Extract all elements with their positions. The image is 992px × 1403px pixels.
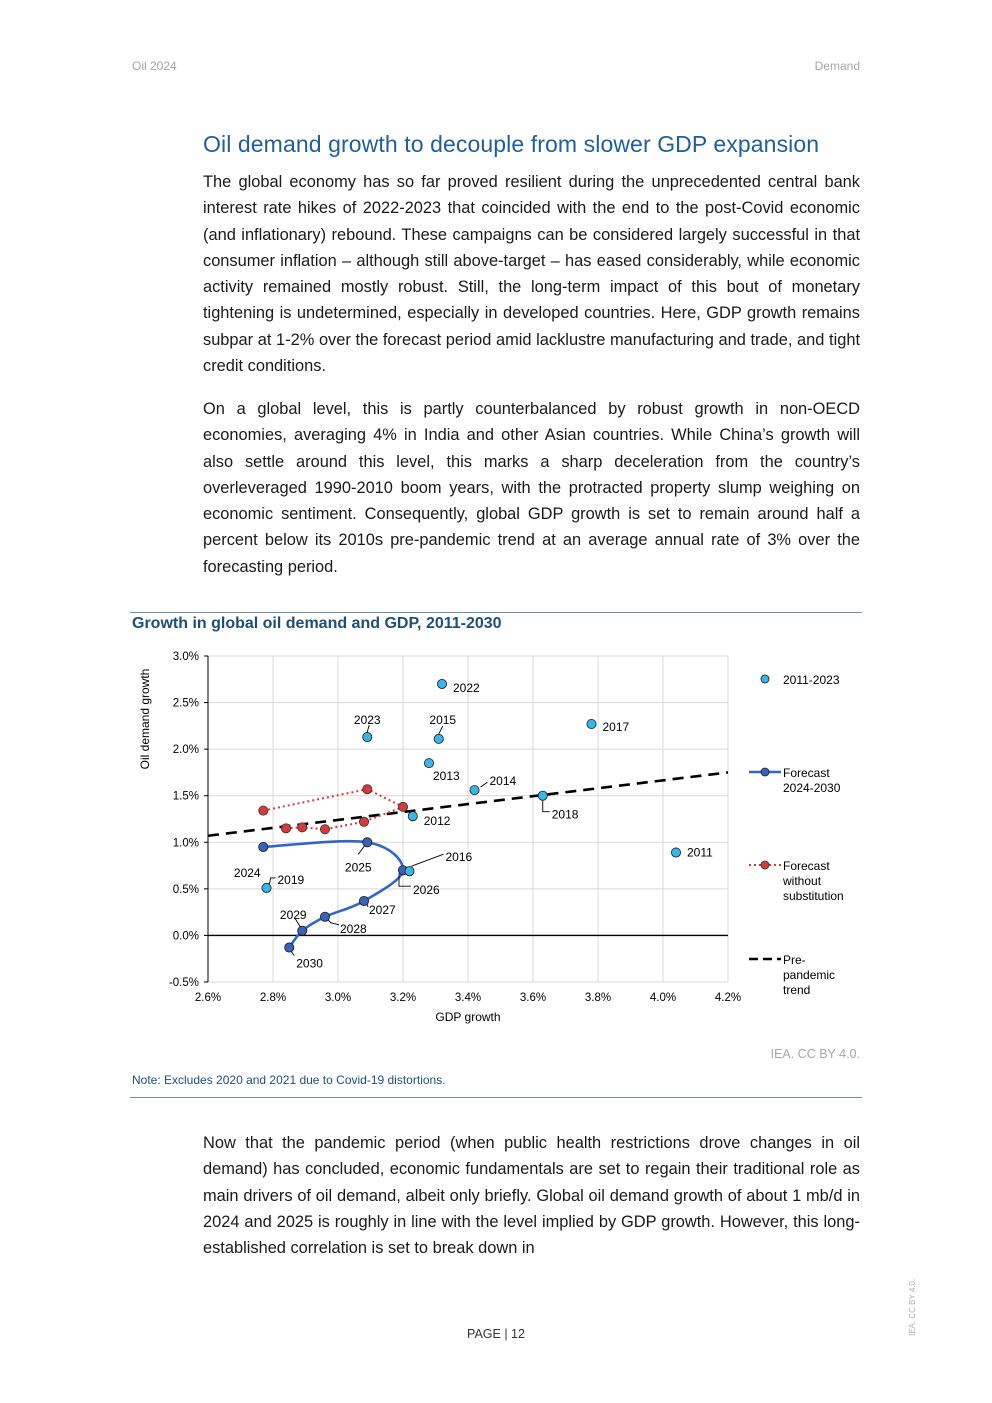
- x-tick-label: 3.4%: [455, 992, 481, 1004]
- point-label: 2015: [429, 713, 456, 727]
- legend-no-substitution-marker: [760, 860, 770, 870]
- forecast-point: [258, 841, 269, 852]
- x-tick-label: 3.8%: [585, 992, 611, 1004]
- figure-title: Growth in global oil demand and GDP, 201…: [132, 615, 502, 632]
- legend-historical-marker: [760, 674, 770, 684]
- no-substitution-point: [258, 805, 269, 816]
- legend-label: Pre-pandemic trend: [783, 953, 835, 997]
- side-license: IEA. CC BY 4.0.: [908, 1278, 917, 1336]
- figure-note: Note: Excludes 2020 and 2021 due to Covi…: [132, 1073, 446, 1087]
- legend-label: 2011-2023: [783, 673, 840, 687]
- point-label-leader: [269, 877, 276, 884]
- y-tick-label: 1.0%: [173, 837, 199, 849]
- point-label: 2030: [296, 957, 323, 971]
- legend-forecast-marker: [760, 767, 770, 777]
- historical-point: [537, 790, 548, 801]
- point-label: 2016: [446, 850, 473, 864]
- running-header-right: Demand: [814, 59, 860, 73]
- running-header-left: Oil 2024: [132, 59, 177, 73]
- y-tick-label: -0.5%: [169, 977, 199, 989]
- no-substitution-point: [397, 801, 408, 812]
- point-label-leader: [366, 724, 370, 733]
- x-tick-label: 3.0%: [325, 992, 351, 1004]
- point-label-leader: [294, 918, 301, 928]
- point-label: 2026: [413, 883, 440, 897]
- historical-point: [404, 866, 415, 877]
- point-label: 2012: [424, 814, 451, 828]
- point-label-leader: [290, 951, 295, 956]
- point-label-leader: [411, 853, 444, 867]
- trend-line: [207, 771, 729, 838]
- no-substitution-point: [358, 816, 369, 827]
- body-paragraph-3: Now that the pandemic period (when publi…: [203, 1134, 860, 1258]
- point-label: 2029: [280, 908, 307, 922]
- x-tick-label: 2.6%: [195, 992, 221, 1004]
- point-label: 2024: [234, 866, 261, 880]
- no-substitution-point: [297, 822, 308, 833]
- point-label-leader: [480, 781, 488, 788]
- y-tick-label: 0.5%: [173, 884, 199, 896]
- point-label: 2022: [453, 681, 480, 695]
- figure-top-rule: [130, 612, 862, 613]
- section-title: Oil demand growth to decouple from slowe…: [203, 131, 820, 157]
- y-axis-title: Oil demand growth: [138, 669, 152, 770]
- x-tick-label: 2.8%: [260, 992, 286, 1004]
- y-tick-label: 2.5%: [173, 698, 199, 710]
- historical-point: [261, 882, 272, 893]
- historical-point: [362, 732, 373, 743]
- figure-source: IEA. CC BY 4.0.: [770, 1047, 860, 1061]
- forecast-point: [284, 942, 295, 953]
- forecast-point: [319, 911, 330, 922]
- body-paragraph-1: The global economy has so far proved res…: [203, 173, 860, 376]
- no-substitution-point: [280, 823, 291, 834]
- no-substitution-point: [319, 824, 330, 835]
- forecast-point: [297, 925, 308, 936]
- body-paragraph-2: On a global level, this is partly counte…: [203, 400, 860, 576]
- x-tick-label: 3.2%: [390, 992, 416, 1004]
- point-label: 2013: [433, 769, 460, 783]
- y-tick-label: 0.0%: [173, 930, 199, 942]
- point-label: 2023: [354, 713, 381, 727]
- x-tick-label: 3.6%: [520, 992, 546, 1004]
- point-label: 2019: [278, 873, 305, 887]
- historical-point: [433, 733, 444, 744]
- point-label-leader: [542, 800, 550, 813]
- historical-point: [469, 785, 480, 796]
- figure-bottom-rule: [130, 1097, 862, 1098]
- historical-point: [436, 678, 447, 689]
- legend-label: Forecast 2024-2030: [783, 766, 841, 795]
- forecast-point: [362, 837, 373, 848]
- x-axis-title: GDP growth: [435, 1010, 500, 1024]
- point-label: 2018: [552, 808, 579, 822]
- page-number: PAGE | 12: [467, 1327, 525, 1341]
- point-label: 2017: [603, 720, 630, 734]
- point-label-leader: [398, 873, 411, 887]
- historical-point: [586, 718, 597, 729]
- y-tick-label: 2.0%: [173, 744, 199, 756]
- no-substitution-point: [362, 784, 373, 795]
- historical-point: [423, 758, 434, 769]
- point-label-leader: [366, 903, 369, 908]
- point-label: 2028: [340, 922, 367, 936]
- x-tick-label: 4.2%: [715, 992, 741, 1004]
- y-tick-label: 1.5%: [173, 791, 199, 803]
- historical-point: [671, 847, 682, 858]
- point-label: 2027: [369, 903, 396, 917]
- point-label-leader: [357, 846, 365, 855]
- y-tick-label: 3.0%: [173, 651, 199, 663]
- point-label: 2014: [490, 774, 517, 788]
- point-label-leader: [327, 919, 340, 926]
- x-tick-label: 4.0%: [650, 992, 676, 1004]
- point-label: 2025: [345, 860, 372, 874]
- point-label: 2011: [687, 846, 713, 860]
- point-label-leader: [438, 725, 444, 735]
- forecast-point: [358, 895, 369, 906]
- legend-label: Forecast without substitution: [782, 859, 844, 903]
- historical-point: [407, 811, 418, 822]
